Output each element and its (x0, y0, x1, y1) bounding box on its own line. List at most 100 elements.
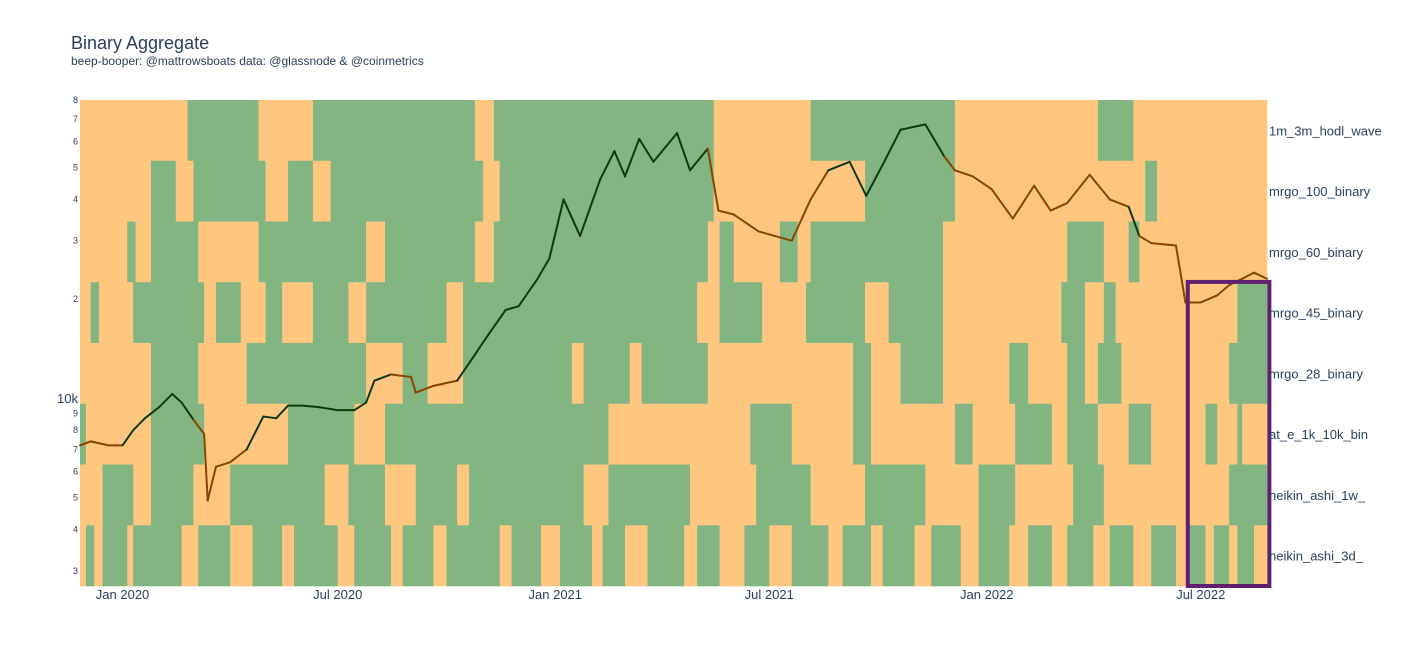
price-segment (1199, 294, 1219, 304)
band-mrgo_100_binary-9 (499, 160, 714, 222)
band-heikin_ashi_3d_-37 (931, 525, 962, 587)
band-heikin_ashi_3d_-2 (94, 525, 103, 587)
band-at_e_1k_10k_bin-20 (1205, 403, 1218, 465)
band-at_e_1k_10k_bin-6 (385, 403, 609, 465)
y-tick-label: 9 (73, 408, 78, 418)
price-segment (790, 198, 812, 242)
band-heikin_ashi_3d_-32 (828, 525, 843, 587)
band-heikin_ashi_3d_-30 (769, 525, 793, 587)
chart-subtitle: beep-booper: @mattrowsboats data: @glass… (71, 54, 424, 68)
band-mrgo_28_binary-16 (943, 343, 1010, 405)
band-heikin_ashi_1w_-20 (1015, 464, 1074, 526)
y-tick-label: 2 (73, 294, 78, 304)
x-axis: Jan 2020 Jul 2020 Jan 2021 Jul 2021 Jan 2022… (96, 587, 1226, 602)
band-heikin_ashi_3d_-42 (1051, 525, 1068, 587)
band-mrgo_60_binary-2 (135, 221, 152, 283)
y-tick-label: 10k (57, 391, 78, 406)
band-mrgo_100_binary-2 (175, 160, 194, 222)
band-mrgo_45_binary-17 (805, 282, 866, 344)
price-segment (353, 401, 368, 412)
price-segment (373, 373, 392, 382)
band-heikin_ashi_3d_-20 (541, 525, 561, 587)
band-heikin_ashi_3d_-53 (1237, 525, 1255, 587)
row-label-mrgo_28_binary: mrgo_28_binary (1269, 366, 1363, 381)
price-segment (899, 123, 927, 131)
price-segment (1011, 184, 1036, 220)
x-tick-label: Jan 2021 (529, 587, 583, 602)
price-segment (1138, 234, 1153, 245)
highlight-box (1185, 279, 1272, 588)
price-segment (638, 137, 655, 163)
band-heikin_ashi_3d_-13 (354, 525, 392, 587)
band-heikin_ashi_1w_-18 (925, 464, 979, 526)
price-segment (1174, 244, 1187, 304)
band-mrgo_45_binary-13 (463, 282, 698, 344)
y-tick-label: 8 (73, 425, 78, 435)
band-heikin_ashi_1w_-11 (468, 464, 584, 526)
price-segment (990, 188, 1014, 220)
band-at_e_1k_10k_bin-7 (608, 403, 751, 465)
band-at_e_1k_10k_bin-23 (1242, 403, 1268, 465)
price-segment (262, 415, 278, 420)
price-segment (624, 137, 641, 178)
band-mrgo_100_binary-5 (288, 160, 314, 222)
band-at_e_1k_10k_bin-1 (85, 403, 152, 465)
band-mrgo_45_binary-18 (865, 282, 889, 344)
band-1m_3m_hodl_wave-0 (80, 100, 188, 162)
y-tick-label: 5 (73, 162, 78, 172)
band-mrgo_45_binary-7 (265, 282, 283, 344)
price-segment (245, 415, 265, 451)
price-segment (717, 209, 735, 216)
price-segment (389, 373, 413, 378)
band-heikin_ashi_3d_-19 (511, 525, 542, 587)
price-segment (536, 257, 551, 280)
band-mrgo_28_binary-0 (80, 343, 152, 405)
y-axis: 3 4 5 6 7 8 9 10k 2 3 4 5 6 7 8 (57, 95, 78, 576)
band-at_e_1k_10k_bin-8 (750, 403, 793, 465)
band-mrgo_60_binary-3 (150, 221, 199, 283)
x-tick-label: Jul 2020 (313, 587, 362, 602)
band-heikin_ashi_3d_-47 (1151, 525, 1177, 587)
band-heikin_ashi_3d_-44 (1093, 525, 1111, 587)
price-segment (79, 440, 92, 447)
band-mrgo_45_binary-4 (204, 282, 217, 344)
band-heikin_ashi_1w_-22 (1103, 464, 1230, 526)
band-mrgo_28_binary-6 (427, 343, 464, 405)
band-mrgo_60_binary-6 (366, 221, 386, 283)
price-segment (881, 128, 902, 166)
band-mrgo_28_binary-18 (1028, 343, 1068, 405)
band-heikin_ashi_3d_-3 (102, 525, 128, 587)
band-heikin_ashi_3d_-29 (744, 525, 770, 587)
price-segment (456, 360, 472, 382)
price-segment (1150, 242, 1177, 247)
band-mrgo_45_binary-10 (348, 282, 367, 344)
band-mrgo_45_binary-25 (1237, 282, 1268, 344)
band-mrgo_45_binary-11 (366, 282, 447, 344)
band-heikin_ashi_1w_-17 (865, 464, 926, 526)
band-mrgo_60_binary-1 (127, 221, 136, 283)
band-heikin_ashi_3d_-24 (625, 525, 648, 587)
band-heikin_ashi_1w_-3 (150, 464, 194, 526)
y-tick-label: 6 (73, 136, 78, 146)
price-segment (579, 178, 602, 237)
band-mrgo_100_binary-10 (713, 160, 866, 222)
band-mrgo_45_binary-19 (888, 282, 944, 344)
band-mrgo_100_binary-1 (150, 160, 177, 222)
y-tick-label: 7 (73, 444, 78, 454)
row-label-mrgo_100_binary: mrgo_100_binary (1269, 184, 1371, 199)
price-segment (1108, 198, 1130, 208)
band-at_e_1k_10k_bin-9 (791, 403, 854, 465)
band-mrgo_45_binary-15 (719, 282, 763, 344)
band-heikin_ashi_3d_-25 (647, 525, 685, 587)
band-heikin_ashi_3d_-0 (80, 525, 87, 587)
band-heikin_ashi_3d_-18 (499, 525, 512, 587)
band-heikin_ashi_1w_-4 (193, 464, 231, 526)
band-heikin_ashi_1w_-9 (415, 464, 458, 526)
band-at_e_1k_10k_bin-10 (853, 403, 872, 465)
band-mrgo_60_binary-12 (733, 221, 781, 283)
price-segment (171, 392, 183, 404)
band-mrgo_45_binary-16 (762, 282, 807, 344)
band-mrgo_28_binary-4 (366, 343, 404, 405)
band-mrgo_28_binary-17 (1009, 343, 1029, 405)
band-mrgo_28_binary-5 (402, 343, 428, 405)
